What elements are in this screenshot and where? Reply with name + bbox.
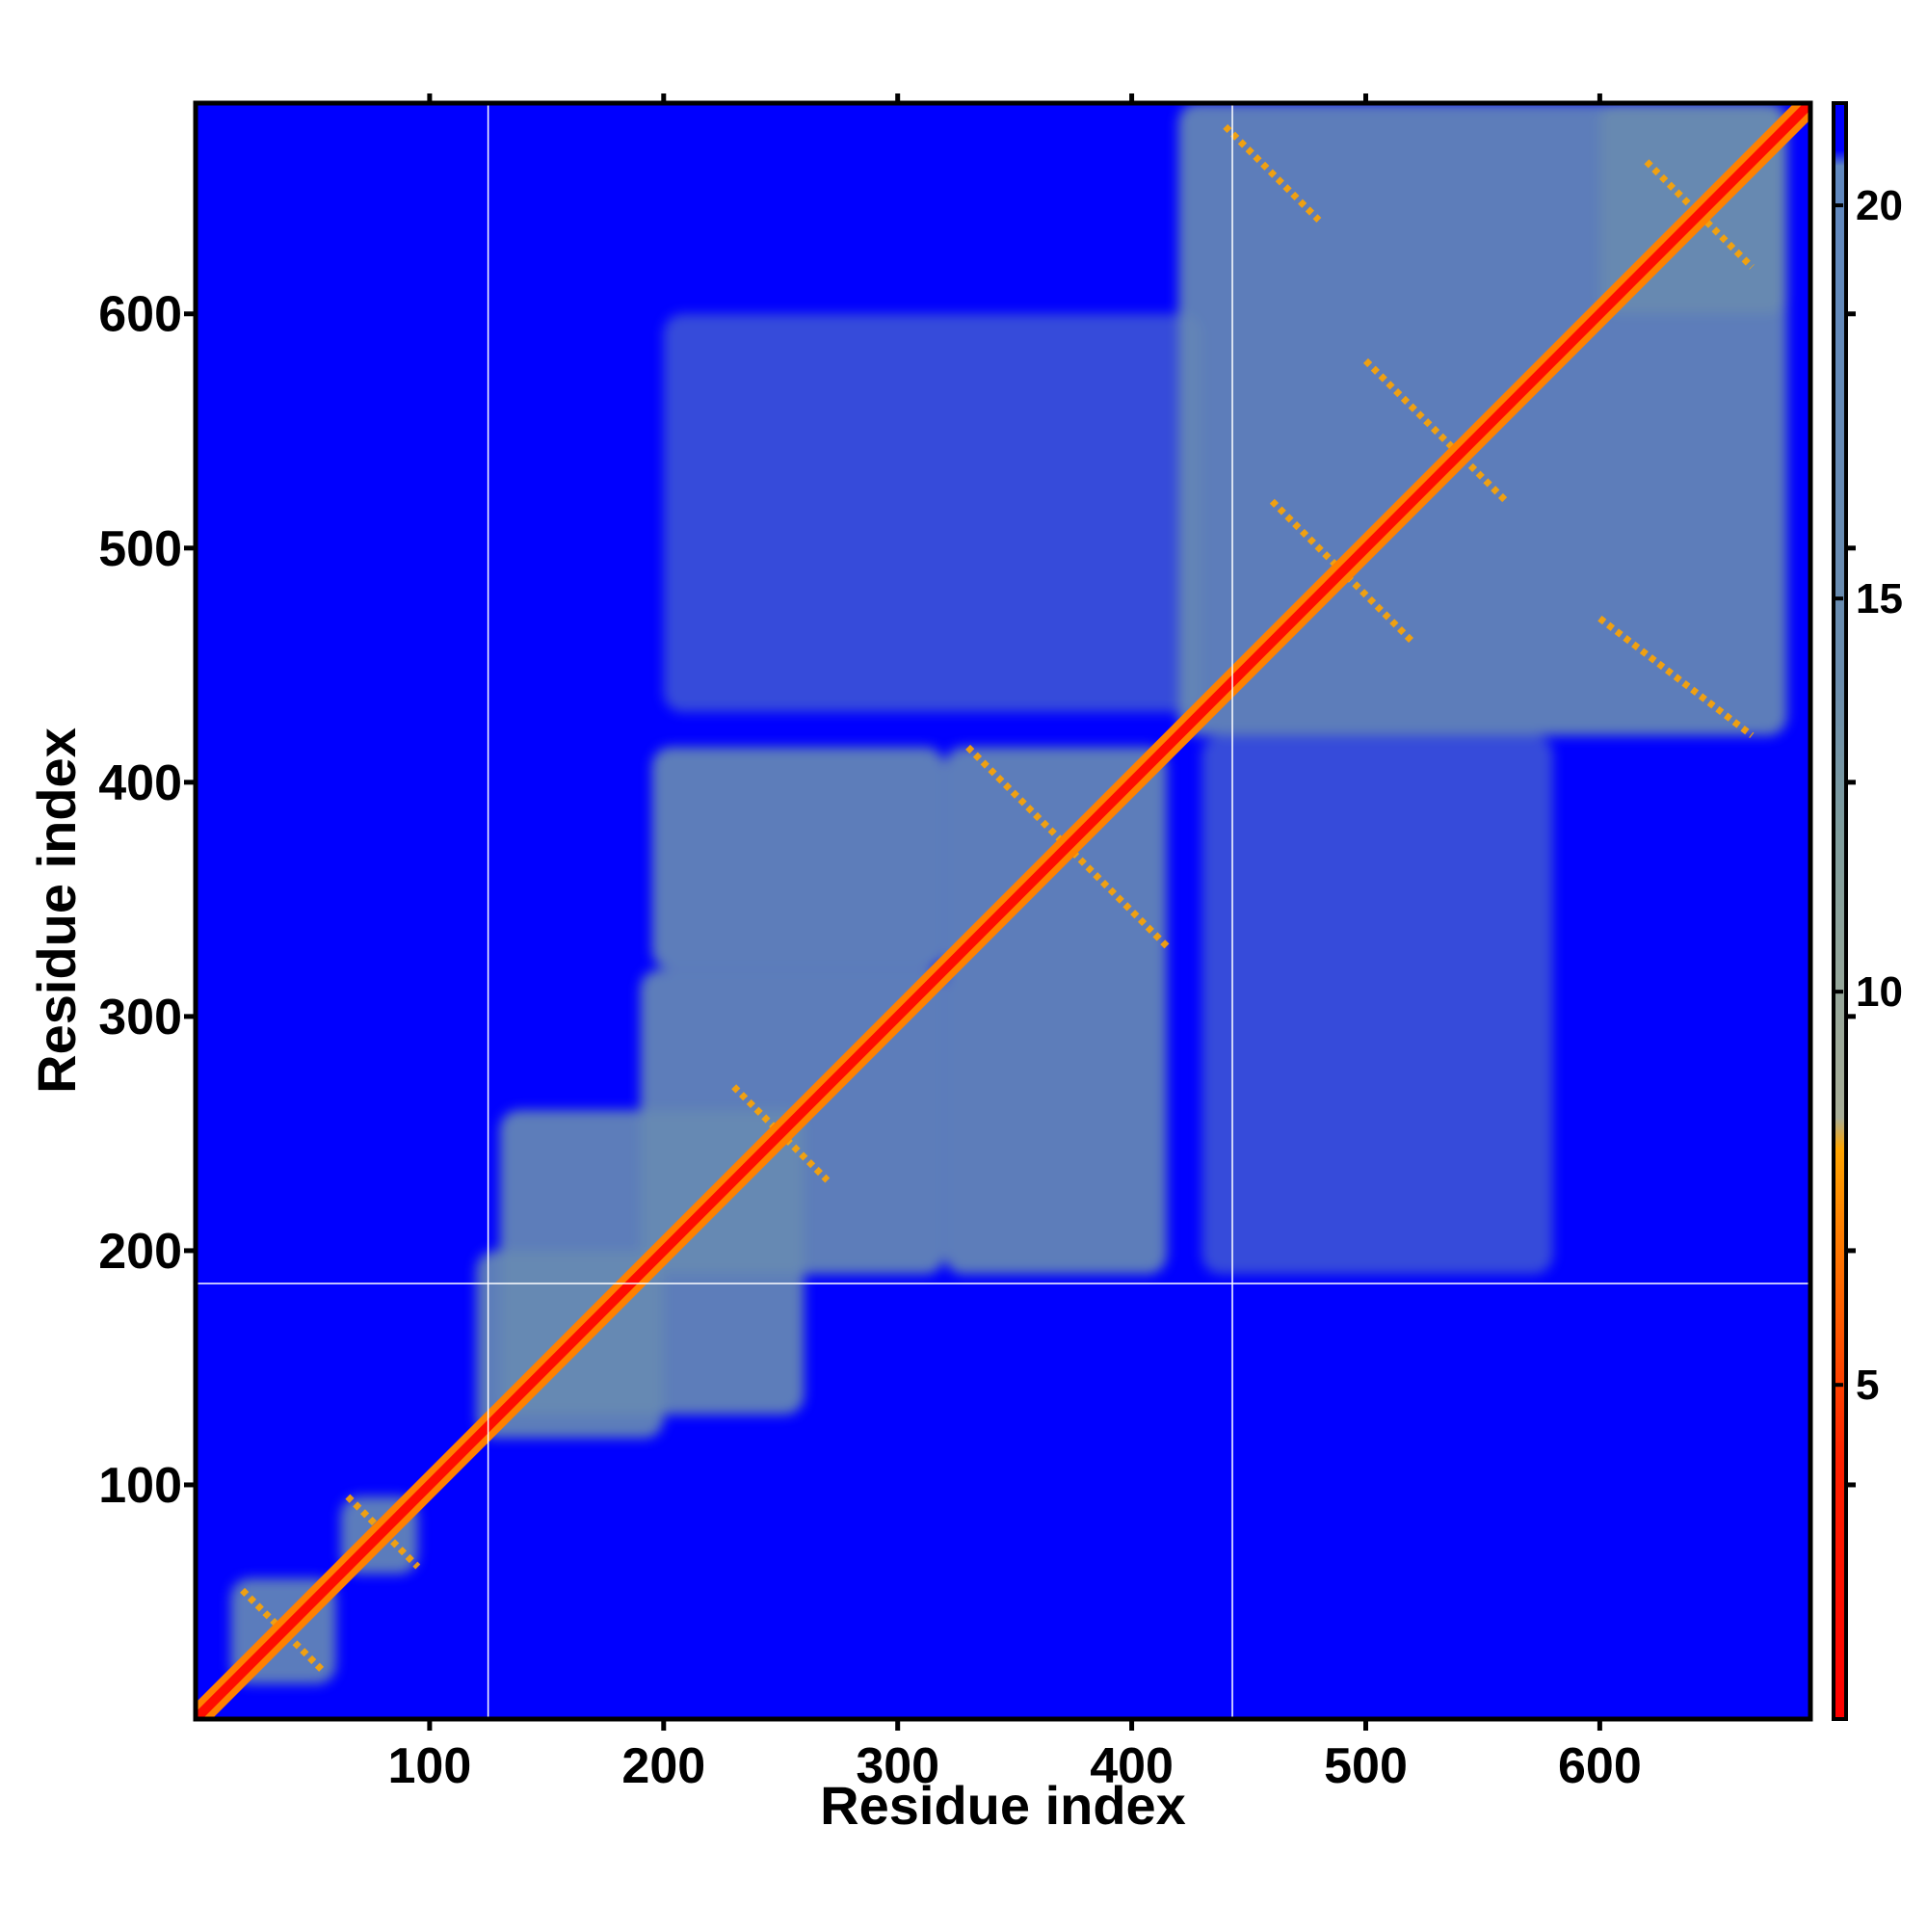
- x-axis-title: Residue index: [820, 1775, 1186, 1836]
- colorbar-tick-label: 20: [1856, 182, 1903, 229]
- diagonal: [196, 103, 1810, 1719]
- plot-frame: [193, 100, 1813, 1722]
- y-tick-label: 600: [98, 287, 182, 343]
- x-tick-label: 200: [621, 1738, 705, 1794]
- plot-area: [196, 103, 1810, 1719]
- y-tick-label: 200: [98, 1224, 182, 1280]
- colorbar-tick-label: 10: [1856, 968, 1903, 1016]
- contact-stripe: [1597, 615, 1755, 738]
- x-tick-label: 300: [856, 1738, 939, 1794]
- colorbar: [1832, 101, 1848, 1721]
- y-axis-title: Residue index: [26, 728, 87, 1094]
- heatmap-region: [944, 747, 1168, 1275]
- x-tick-label: 600: [1558, 1738, 1642, 1794]
- contact-stripe: [1363, 357, 1509, 504]
- x-tick-label: 400: [1090, 1738, 1174, 1794]
- y-tick-label: 400: [98, 755, 182, 811]
- contact-stripe: [1223, 123, 1322, 223]
- x-tick-label: 100: [388, 1738, 472, 1794]
- heatmap-region: [1201, 735, 1553, 1275]
- heatmap-region: [651, 747, 945, 970]
- colorbar-tick-label: 5: [1856, 1362, 1879, 1409]
- y-tick-label: 500: [98, 521, 182, 577]
- colorbar-tick-label: 15: [1856, 575, 1903, 622]
- y-tick-label: 100: [98, 1458, 182, 1514]
- y-tick-label: 300: [98, 990, 182, 1045]
- heatmap-region: [663, 313, 1202, 712]
- x-tick-label: 500: [1324, 1738, 1408, 1794]
